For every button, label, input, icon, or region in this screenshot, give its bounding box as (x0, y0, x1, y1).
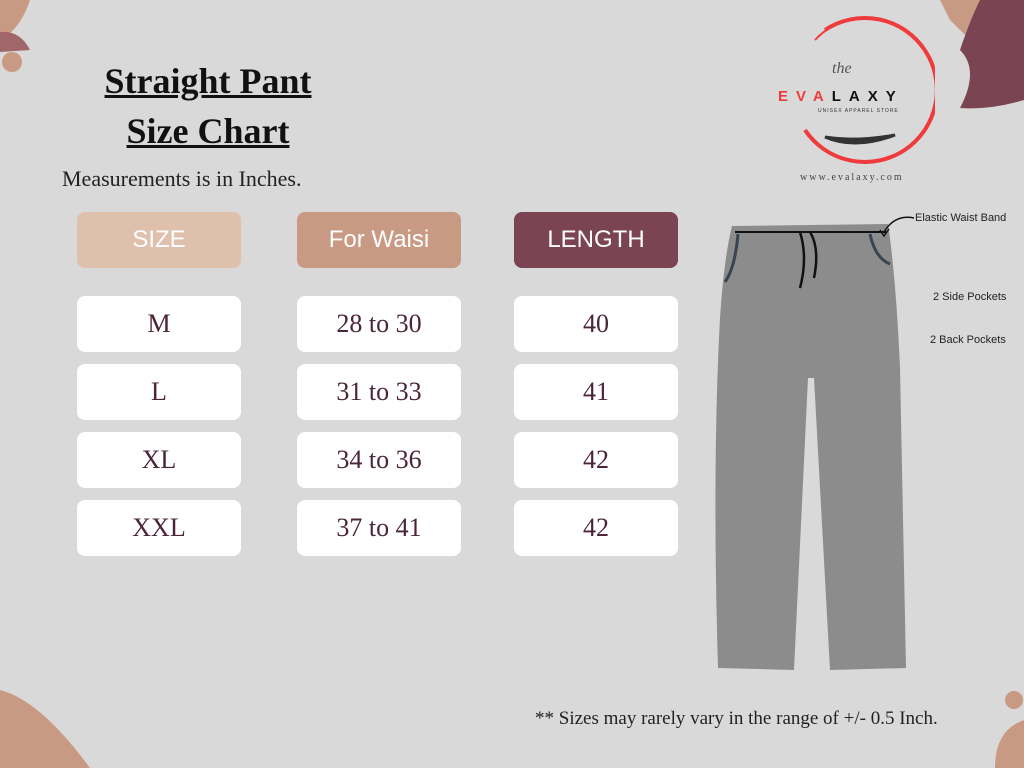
cell-waist: 31 to 33 (297, 364, 461, 420)
cell-length: 40 (514, 296, 678, 352)
cell-size: XL (77, 432, 241, 488)
cell-length: 42 (514, 500, 678, 556)
decorative-leaf (940, 0, 1024, 109)
header-length: LENGTH (514, 212, 678, 268)
annotation-waist: Elastic Waist Band (915, 212, 1007, 224)
decorative-leaf (0, 690, 90, 768)
page-title: Straight Pant Size Chart (100, 56, 316, 156)
decorative-leaf (995, 691, 1024, 768)
annotation-back-pockets: 2 Back Pockets (930, 334, 1006, 346)
cell-size: L (77, 364, 241, 420)
cell-length: 41 (514, 364, 678, 420)
decorative-leaf (0, 0, 30, 72)
cell-waist: 34 to 36 (297, 432, 461, 488)
cell-size: XXL (77, 500, 241, 556)
logo-ring (803, 15, 935, 164)
footer-note: ** Sizes may rarely vary in the range of… (535, 708, 938, 729)
arrow-icon (879, 216, 915, 238)
header-waist: For Waisi (297, 212, 461, 268)
logo-brand: EVALAXY (778, 88, 904, 105)
annotation-side-pockets: 2 Side Pockets (933, 291, 1007, 303)
logo-tagline: UNISEX APPAREL STORE (818, 108, 899, 114)
logo-brand-black: LAXY (831, 88, 904, 105)
title-line-2: Size Chart (126, 111, 290, 151)
subtitle: Measurements is in Inches. (62, 166, 302, 191)
header-size: SIZE (77, 212, 241, 268)
title-line-1: Straight Pant (104, 61, 312, 101)
cell-length: 42 (514, 432, 678, 488)
cell-size: M (77, 296, 241, 352)
cell-waist: 28 to 30 (297, 296, 461, 352)
pants-illustration (715, 224, 906, 670)
logo-url: www.evalaxy.com (800, 172, 904, 183)
logo-brand-red: EVA (778, 88, 832, 105)
cell-waist: 37 to 41 (297, 500, 461, 556)
logo-the: the (832, 60, 852, 77)
